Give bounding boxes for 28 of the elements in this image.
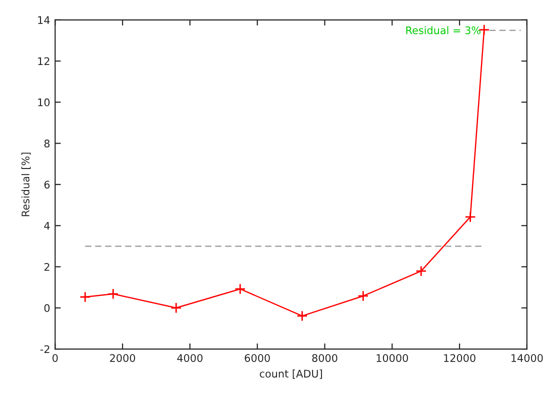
x-tick-label: 0 [52,354,58,362]
x-tick-label: 12000 [444,354,476,362]
point [296,310,308,322]
x-tick-label: 4000 [177,354,202,362]
x-tick-label: 8000 [312,354,338,362]
x-tick-label: 14000 [511,354,543,362]
y-tick-label: 0 [44,304,50,312]
point [358,290,369,302]
x-axis-title: count [ADU] [260,370,322,379]
point [170,302,182,314]
y-tick-label: 10 [38,98,50,106]
y-tick-label: -2 [40,345,50,354]
y-tick-label: 12 [38,57,50,65]
x-tick-label: 10000 [376,354,408,362]
x-tick-label: 6000 [244,354,270,362]
y-tick-label: 2 [44,262,50,271]
y-axis-title: Residual [%] [21,152,31,216]
x-tick-label: 2000 [110,354,136,362]
point [108,288,119,300]
y-tick-label: 8 [44,140,50,148]
y-tick-label: 4 [44,222,50,230]
y-tick-label: 6 [44,180,50,189]
point [464,211,476,223]
y-tick-label: 14 [38,16,50,24]
point [234,283,246,295]
point [416,266,427,277]
legend-label: Residual = 3% [406,26,481,34]
point [80,291,91,303]
